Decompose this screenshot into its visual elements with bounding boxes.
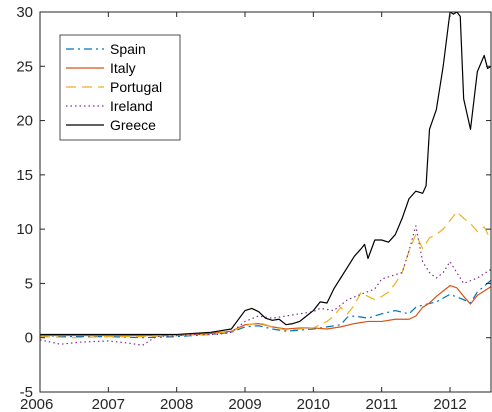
series-layer xyxy=(40,12,491,346)
y-tick-label: 30 xyxy=(16,4,33,21)
x-tick-label: 2008 xyxy=(160,396,193,412)
x-tick-label: 2009 xyxy=(228,396,261,412)
y-tick-label: 5 xyxy=(25,275,33,292)
y-tick-label: 20 xyxy=(16,113,33,130)
y-tick-label: 10 xyxy=(16,221,33,238)
x-tick-label: 2007 xyxy=(92,396,125,412)
y-tick-label: -5 xyxy=(20,384,33,401)
y-tick-label: 25 xyxy=(16,58,33,75)
legend-label-spain: Spain xyxy=(110,41,146,57)
legend-label-portugal: Portugal xyxy=(110,79,162,95)
legend-label-italy: Italy xyxy=(110,60,136,76)
legend-label-ireland: Ireland xyxy=(110,98,153,114)
series-line-spain xyxy=(40,279,491,339)
axes-box xyxy=(39,11,492,393)
axes-layer: -5 0 5 10 15 20 25 30 2006 2007 2008 2009 2010 2011 20… xyxy=(16,4,492,412)
x-tick-label: 2011 xyxy=(366,396,398,412)
x-tick-label: 2010 xyxy=(297,396,330,412)
x-tick-label: 2006 xyxy=(20,396,53,412)
y-tick-label: 0 xyxy=(25,330,33,347)
legend-label-greece: Greece xyxy=(110,117,156,133)
y-tick-label: 15 xyxy=(16,167,33,184)
series-line-italy xyxy=(40,285,491,337)
legend-box xyxy=(59,34,181,141)
legend: Spain Italy Portugal Ireland Greece xyxy=(59,34,181,141)
series-line-portugal xyxy=(40,211,491,339)
series-line-greece xyxy=(40,12,491,336)
x-tick-label: 2012 xyxy=(433,396,466,412)
series-line-ireland xyxy=(40,225,491,346)
